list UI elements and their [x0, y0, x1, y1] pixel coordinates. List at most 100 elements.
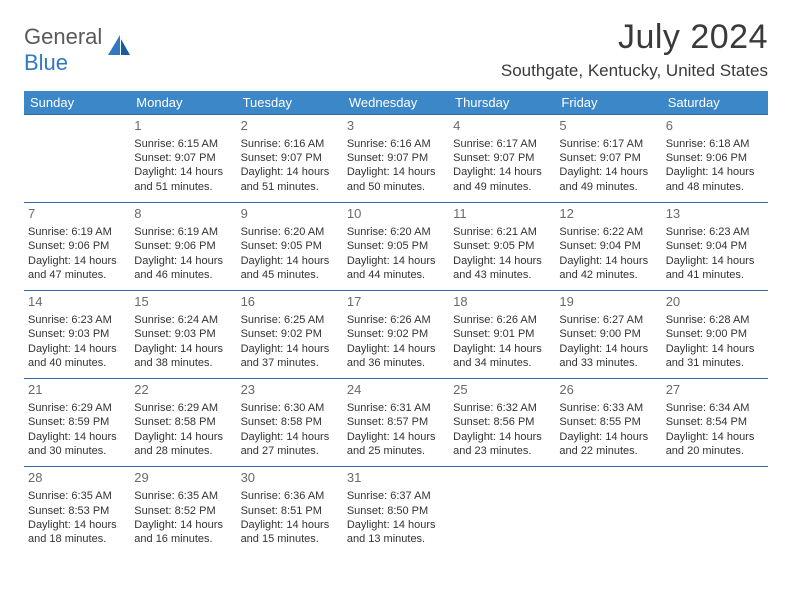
- sunrise-line: Sunrise: 6:29 AM: [134, 401, 232, 415]
- day-number: 29: [134, 470, 232, 487]
- calendar-cell: 13Sunrise: 6:23 AMSunset: 9:04 PMDayligh…: [662, 203, 768, 291]
- calendar-cell: 10Sunrise: 6:20 AMSunset: 9:05 PMDayligh…: [343, 203, 449, 291]
- calendar-cell: 23Sunrise: 6:30 AMSunset: 8:58 PMDayligh…: [237, 379, 343, 467]
- day-number: 1: [134, 118, 232, 135]
- calendar-cell: 8 Sunrise: 6:19 AMSunset: 9:06 PMDaylight…: [130, 203, 236, 291]
- sunrise-line: Sunrise: 6:16 AM: [241, 137, 339, 151]
- sunrise-line: Sunrise: 6:28 AM: [666, 313, 764, 327]
- calendar-cell: 21Sunrise: 6:29 AMSunset: 8:59 PMDayligh…: [24, 379, 130, 467]
- day-number: 17: [347, 294, 445, 311]
- calendar-cell: 31Sunrise: 6:37 AMSunset: 8:50 PMDayligh…: [343, 467, 449, 555]
- daylight-line: Daylight: 14 hours and 43 minutes.: [453, 254, 551, 283]
- sunrise-line: Sunrise: 6:37 AM: [347, 489, 445, 503]
- sunset-line: Sunset: 8:59 PM: [28, 415, 126, 429]
- sunrise-line: Sunrise: 6:26 AM: [453, 313, 551, 327]
- sunset-line: Sunset: 8:52 PM: [134, 504, 232, 518]
- calendar-cell: 25Sunrise: 6:32 AMSunset: 8:56 PMDayligh…: [449, 379, 555, 467]
- day-header: Wednesday: [343, 91, 449, 115]
- sunset-line: Sunset: 9:05 PM: [241, 239, 339, 253]
- sunrise-line: Sunrise: 6:20 AM: [347, 225, 445, 239]
- brand-logo: General Blue: [24, 18, 132, 76]
- calendar-cell: [555, 467, 661, 555]
- sunrise-line: Sunrise: 6:19 AM: [134, 225, 232, 239]
- sunset-line: Sunset: 9:06 PM: [134, 239, 232, 253]
- sunset-line: Sunset: 9:01 PM: [453, 327, 551, 341]
- day-number: 30: [241, 470, 339, 487]
- daylight-line: Daylight: 14 hours and 44 minutes.: [347, 254, 445, 283]
- daylight-line: Daylight: 14 hours and 50 minutes.: [347, 165, 445, 194]
- brand-blue: Blue: [24, 50, 68, 75]
- sunrise-line: Sunrise: 6:18 AM: [666, 137, 764, 151]
- daylight-line: Daylight: 14 hours and 23 minutes.: [453, 430, 551, 459]
- sunrise-line: Sunrise: 6:33 AM: [559, 401, 657, 415]
- daylight-line: Daylight: 14 hours and 48 minutes.: [666, 165, 764, 194]
- sunset-line: Sunset: 9:02 PM: [347, 327, 445, 341]
- calendar-cell: 11Sunrise: 6:21 AMSunset: 9:05 PMDayligh…: [449, 203, 555, 291]
- sunrise-line: Sunrise: 6:22 AM: [559, 225, 657, 239]
- sunset-line: Sunset: 9:00 PM: [666, 327, 764, 341]
- calendar-body: 1Sunrise: 6:15 AMSunset: 9:07 PMDaylight…: [24, 115, 768, 555]
- sunset-line: Sunset: 8:58 PM: [241, 415, 339, 429]
- sunset-line: Sunset: 9:06 PM: [666, 151, 764, 165]
- calendar-cell: 18 Sunrise: 6:26 AMSunset: 9:01 PMDayligh…: [449, 291, 555, 379]
- daylight-line: Daylight: 14 hours and 45 minutes.: [241, 254, 339, 283]
- sunset-line: Sunset: 8:56 PM: [453, 415, 551, 429]
- header: General Blue July 2024 Southgate, Kentuc…: [24, 18, 768, 81]
- calendar-cell: 5Sunrise: 6:17 AMSunset: 9:07 PMDaylight…: [555, 115, 661, 203]
- sunrise-line: Sunrise: 6:31 AM: [347, 401, 445, 415]
- daylight-line: Daylight: 14 hours and 51 minutes.: [241, 165, 339, 194]
- day-number: 28: [28, 470, 126, 487]
- sunset-line: Sunset: 9:04 PM: [666, 239, 764, 253]
- logo-sail-icon: [106, 33, 132, 62]
- sunrise-line: Sunrise: 6:36 AM: [241, 489, 339, 503]
- sunset-line: Sunset: 9:07 PM: [134, 151, 232, 165]
- daylight-line: Daylight: 14 hours and 13 minutes.: [347, 518, 445, 547]
- calendar-cell: 28Sunrise: 6:35 AMSunset: 8:53 PMDayligh…: [24, 467, 130, 555]
- sunrise-line: Sunrise: 6:21 AM: [453, 225, 551, 239]
- sunrise-line: Sunrise: 6:17 AM: [559, 137, 657, 151]
- sunrise-line: Sunrise: 6:20 AM: [241, 225, 339, 239]
- daylight-line: Daylight: 14 hours and 25 minutes.: [347, 430, 445, 459]
- location: Southgate, Kentucky, United States: [501, 61, 768, 81]
- sunset-line: Sunset: 9:05 PM: [347, 239, 445, 253]
- daylight-line: Daylight: 14 hours and 49 minutes.: [453, 165, 551, 194]
- sunrise-line: Sunrise: 6:26 AM: [347, 313, 445, 327]
- sunset-line: Sunset: 9:00 PM: [559, 327, 657, 341]
- calendar-cell: 27Sunrise: 6:34 AMSunset: 8:54 PMDayligh…: [662, 379, 768, 467]
- daylight-line: Daylight: 14 hours and 34 minutes.: [453, 342, 551, 371]
- calendar-cell: 19Sunrise: 6:27 AMSunset: 9:00 PMDayligh…: [555, 291, 661, 379]
- calendar-cell: 15Sunrise: 6:24 AMSunset: 9:03 PMDayligh…: [130, 291, 236, 379]
- day-header: Tuesday: [237, 91, 343, 115]
- day-number: 21: [28, 382, 126, 399]
- daylight-line: Daylight: 14 hours and 36 minutes.: [347, 342, 445, 371]
- calendar-cell: 3Sunrise: 6:16 AMSunset: 9:07 PMDaylight…: [343, 115, 449, 203]
- sunrise-line: Sunrise: 6:23 AM: [666, 225, 764, 239]
- calendar-cell: 30Sunrise: 6:36 AMSunset: 8:51 PMDayligh…: [237, 467, 343, 555]
- day-number: 8: [134, 206, 232, 223]
- calendar-week-row: 21Sunrise: 6:29 AMSunset: 8:59 PMDayligh…: [24, 379, 768, 467]
- day-number: 14: [28, 294, 126, 311]
- day-number: 6: [666, 118, 764, 135]
- day-number: 24: [347, 382, 445, 399]
- day-number: 18: [453, 294, 551, 311]
- calendar-table: Sunday Monday Tuesday Wednesday Thursday…: [24, 91, 768, 554]
- daylight-line: Daylight: 14 hours and 46 minutes.: [134, 254, 232, 283]
- calendar-cell: 29Sunrise: 6:35 AMSunset: 8:52 PMDayligh…: [130, 467, 236, 555]
- calendar-cell: 7Sunrise: 6:19 AMSunset: 9:06 PMDaylight…: [24, 203, 130, 291]
- calendar-cell: 20Sunrise: 6:28 AMSunset: 9:00 PMDayligh…: [662, 291, 768, 379]
- day-header: Thursday: [449, 91, 555, 115]
- calendar-cell: 2Sunrise: 6:16 AMSunset: 9:07 PMDaylight…: [237, 115, 343, 203]
- day-number: 15: [134, 294, 232, 311]
- daylight-line: Daylight: 14 hours and 41 minutes.: [666, 254, 764, 283]
- daylight-line: Daylight: 14 hours and 47 minutes.: [28, 254, 126, 283]
- sunrise-line: Sunrise: 6:35 AM: [28, 489, 126, 503]
- day-number: 9: [241, 206, 339, 223]
- sunset-line: Sunset: 9:02 PM: [241, 327, 339, 341]
- calendar-cell: 12Sunrise: 6:22 AMSunset: 9:04 PMDayligh…: [555, 203, 661, 291]
- day-number: 20: [666, 294, 764, 311]
- daylight-line: Daylight: 14 hours and 42 minutes.: [559, 254, 657, 283]
- day-header: Friday: [555, 91, 661, 115]
- sunrise-line: Sunrise: 6:29 AM: [28, 401, 126, 415]
- sunset-line: Sunset: 8:57 PM: [347, 415, 445, 429]
- sunrise-line: Sunrise: 6:23 AM: [28, 313, 126, 327]
